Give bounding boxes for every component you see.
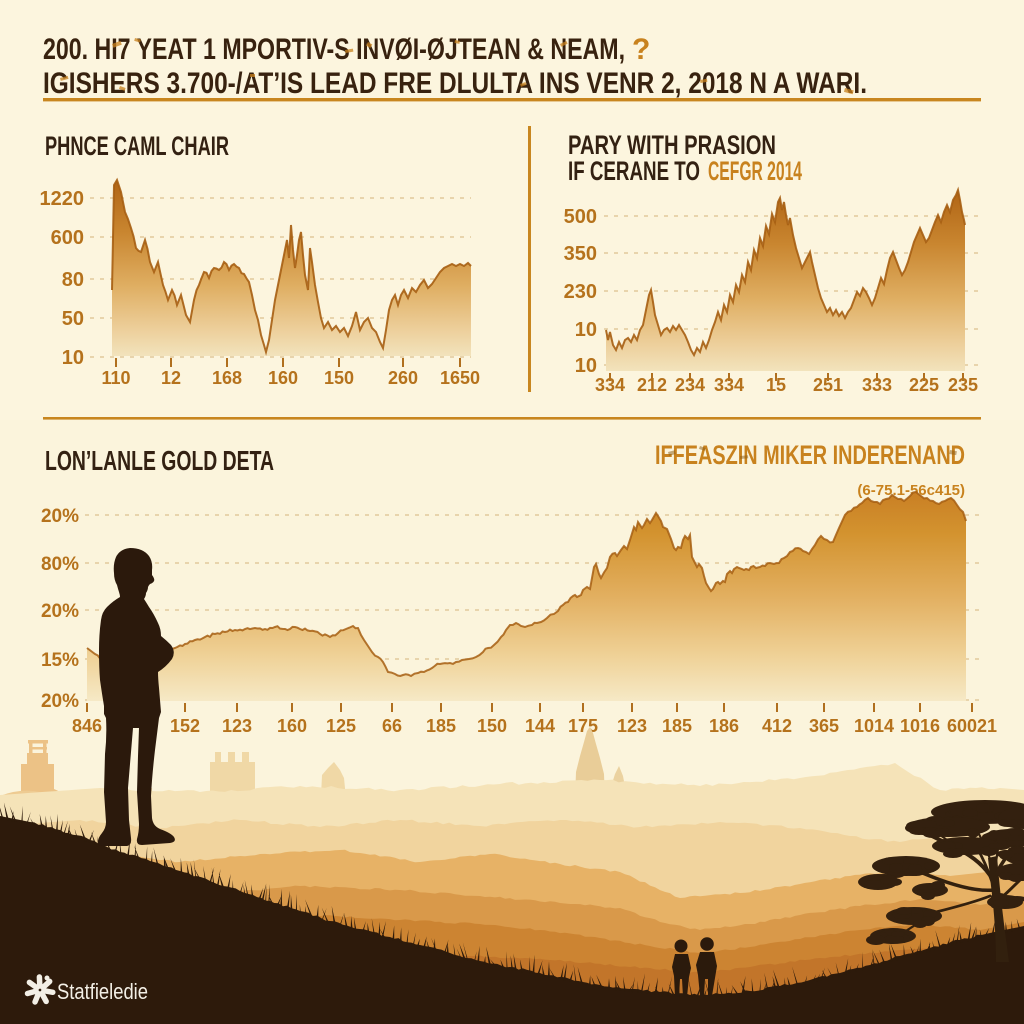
svg-text:150: 150: [324, 368, 354, 388]
svg-text:225: 225: [909, 375, 939, 395]
svg-text:251: 251: [813, 375, 843, 395]
svg-text:365: 365: [809, 716, 839, 736]
svg-text:IFFEASZIN MIKER INDERENAND: IFFEASZIN MIKER INDERENAND: [655, 440, 965, 470]
svg-text:123: 123: [222, 716, 252, 736]
svg-text:60021: 60021: [947, 716, 997, 736]
svg-text:185: 185: [426, 716, 456, 736]
svg-text:186: 186: [709, 716, 739, 736]
svg-text:230: 230: [564, 281, 597, 303]
svg-text:412: 412: [762, 716, 792, 736]
svg-text:PARY WITH PRASION: PARY WITH PRASION: [568, 130, 776, 160]
svg-text:10: 10: [575, 319, 597, 341]
svg-text:IGISHERS 3.700-/AT’IS LEAD FRE: IGISHERS 3.700-/AT’IS LEAD FRE DLULTA IN…: [43, 67, 867, 100]
svg-text:PHNCE CAML CHAIR: PHNCE CAML CHAIR: [45, 131, 229, 161]
svg-text:15: 15: [766, 375, 786, 395]
svg-text:1220: 1220: [40, 188, 85, 210]
svg-text:20%: 20%: [41, 506, 79, 527]
svg-text:1016: 1016: [900, 716, 940, 736]
svg-text:CEFGR 2014: CEFGR 2014: [708, 156, 802, 186]
svg-text:10: 10: [62, 347, 84, 369]
svg-text:110: 110: [101, 368, 130, 388]
svg-text:144: 144: [525, 716, 555, 736]
svg-text:Statfieledie: Statfieledie: [57, 979, 148, 1004]
svg-text:66: 66: [382, 716, 402, 736]
svg-text:175: 175: [568, 716, 598, 736]
svg-text:80: 80: [62, 269, 84, 291]
svg-text:123: 123: [617, 716, 647, 736]
svg-text:150: 150: [477, 716, 507, 736]
svg-text:334: 334: [714, 375, 744, 395]
svg-text:200. HI7 YEAT 1 MPORTIV-S INVØ: 200. HI7 YEAT 1 MPORTIV-S INVØI-ØJTEAN &…: [43, 33, 625, 66]
svg-text:168: 168: [212, 368, 242, 388]
svg-text:260: 260: [388, 368, 418, 388]
svg-text:12: 12: [161, 368, 181, 388]
svg-text:1650: 1650: [440, 368, 480, 388]
svg-text:350: 350: [564, 243, 597, 265]
svg-text:234: 234: [675, 375, 705, 395]
svg-text:20%: 20%: [41, 601, 79, 622]
svg-text:212: 212: [637, 375, 667, 395]
svg-text:846: 846: [72, 716, 102, 736]
svg-text:1014: 1014: [854, 716, 894, 736]
svg-text:160: 160: [277, 716, 307, 736]
svg-text:(6-75.1-56c415): (6-75.1-56c415): [857, 482, 965, 499]
svg-text:185: 185: [662, 716, 692, 736]
svg-text:15%: 15%: [41, 650, 79, 671]
svg-text:235: 235: [948, 375, 978, 395]
svg-text:50: 50: [62, 308, 84, 330]
svg-text:333: 333: [862, 375, 892, 395]
svg-text:10: 10: [575, 355, 597, 377]
svg-text:160: 160: [268, 368, 298, 388]
svg-text:80%: 80%: [41, 554, 79, 575]
svg-text:152: 152: [170, 716, 200, 736]
svg-text:500: 500: [564, 206, 597, 228]
svg-text:20%: 20%: [41, 691, 79, 712]
svg-text:IF CERANE TO: IF CERANE TO: [568, 156, 700, 186]
svg-text:600: 600: [51, 227, 84, 249]
svg-text:125: 125: [326, 716, 356, 736]
svg-text:?: ?: [632, 33, 650, 66]
svg-text:LON’LANLE GOLD DETA: LON’LANLE GOLD DETA: [45, 445, 274, 476]
svg-text:334: 334: [595, 375, 625, 395]
